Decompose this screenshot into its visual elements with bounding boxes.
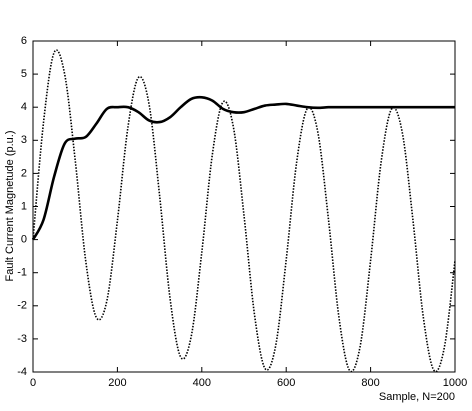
x-tick-label: 800 [361,377,379,389]
y-tick-label: 3 [21,134,27,146]
y-axis-label: Fault Current Magnetude (p.u.) [4,130,16,281]
y-tick-label: 2 [21,167,27,179]
y-tick-label: -4 [17,366,27,378]
plot-frame [32,40,456,373]
y-tick-label: 4 [21,101,27,113]
x-tick-label: 600 [277,377,295,389]
y-tick-label: 0 [21,234,27,246]
y-tick-label: 6 [21,35,27,47]
y-tick-label: 1 [21,200,27,212]
y-tick-label: -3 [17,333,27,345]
x-tick-label: 200 [108,377,126,389]
series-line [32,49,456,373]
x-axis-label: Sample, N=200 [379,391,455,403]
series-line [31,95,455,241]
y-tick-label: -2 [17,300,27,312]
y-tick-label: -1 [17,267,27,279]
x-tick-label: 0 [30,377,36,389]
x-tick-label: 1000 [443,377,467,389]
x-tick-label: 400 [193,377,211,389]
y-tick-label: 5 [21,68,27,80]
